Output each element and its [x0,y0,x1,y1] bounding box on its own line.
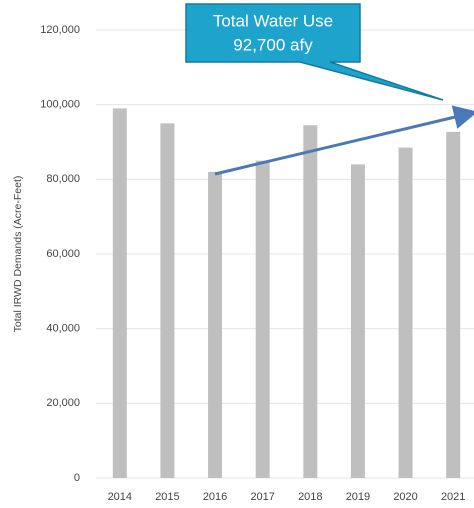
plot-area: 0 20,000 40,000 60,000 80,000 100,000 120,000 2… [40,24,474,503]
callout-box [185,3,444,101]
bar [303,125,318,478]
y-tick-label: 60,000 [46,248,80,260]
y-tick-label: 80,000 [46,173,80,185]
y-tick-label: 40,000 [46,323,80,335]
x-tick-label: 2017 [250,491,274,503]
x-tick-label: 2021 [441,491,465,503]
x-tick-label: 2018 [298,491,322,503]
y-tick-label: 100,000 [40,99,80,111]
x-tick-label: 2019 [346,491,370,503]
y-tick-label: 0 [74,472,80,484]
bar [112,108,127,479]
bar [350,164,365,478]
trend-arrow [214,105,474,176]
y-tick-label: 120,000 [40,24,80,36]
bar [208,171,223,478]
bar [398,147,413,478]
x-tick-label: 2016 [203,491,227,503]
x-tick-label: 2014 [108,491,132,503]
bar [160,123,175,478]
x-tick-label: 2020 [393,491,417,503]
callout-line: 92,700 afy [233,35,313,54]
x-tick-label: 2015 [155,491,179,503]
bar [255,160,270,478]
y-tick-label: 20,000 [46,397,80,409]
bar [446,131,461,479]
y-axis-label: Total IRWD Demands (Acre-Feet) [12,176,24,333]
callout-line: Total Water Use [213,11,333,30]
